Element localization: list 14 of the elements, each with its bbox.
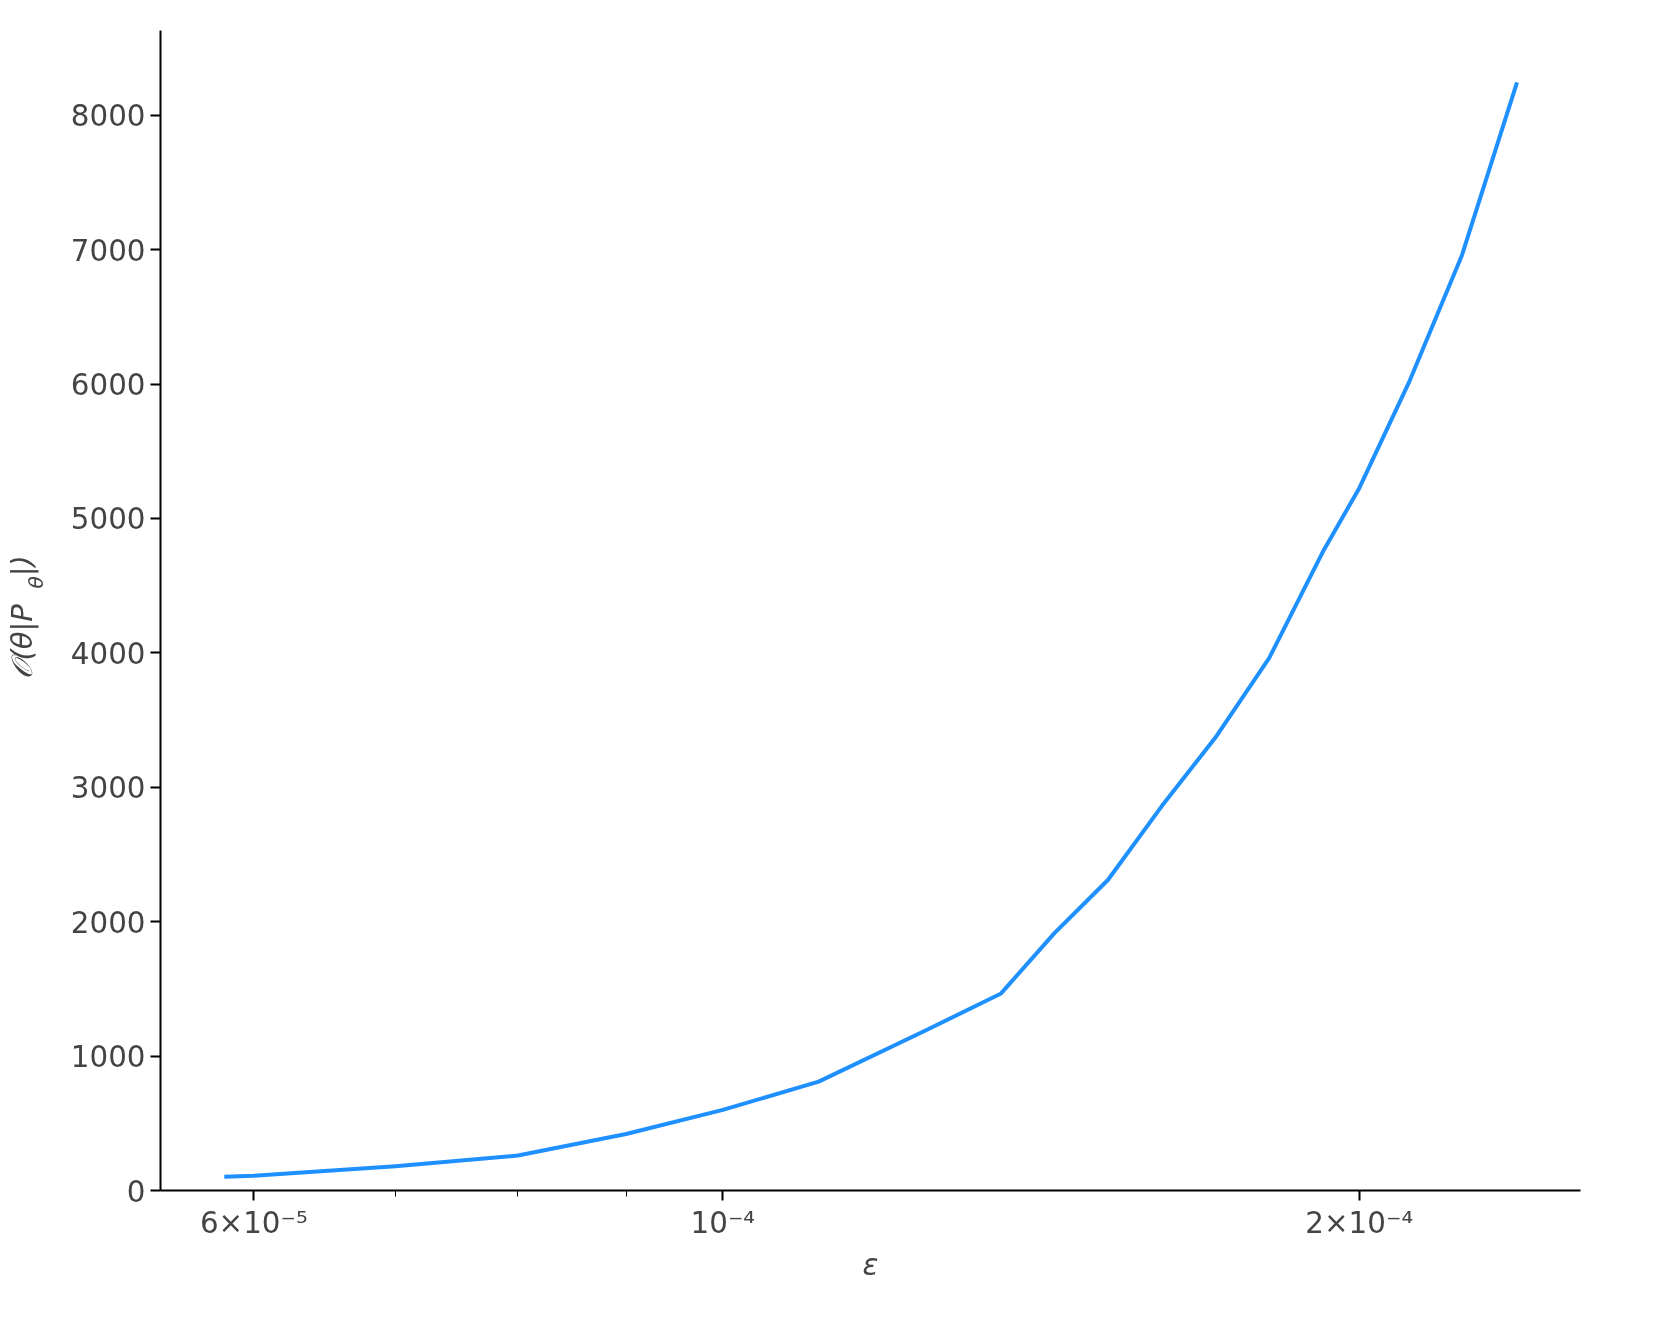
x-tick-label: 10⁻⁴ — [690, 1205, 756, 1240]
y-tick-label: 7000 — [70, 233, 146, 268]
x-axis-title: ε — [862, 1247, 879, 1282]
y-tick-label: 3000 — [70, 771, 146, 806]
x-tick-label: 6×10⁻⁵ — [199, 1205, 308, 1240]
y-tick-label: 1000 — [70, 1040, 146, 1075]
y-tick-label: 0 — [126, 1174, 146, 1209]
y-tick-label: 6000 — [70, 368, 146, 403]
y-axis-title: 𝒪(θ|Pθ|) — [4, 555, 48, 679]
x-tick-label: 2×10⁻⁴ — [1305, 1205, 1414, 1240]
y-tick-label: 8000 — [70, 99, 146, 134]
y-tick-label: 4000 — [70, 636, 146, 671]
y-tick-label: 2000 — [70, 905, 146, 940]
y-tick-label: 5000 — [70, 502, 146, 537]
